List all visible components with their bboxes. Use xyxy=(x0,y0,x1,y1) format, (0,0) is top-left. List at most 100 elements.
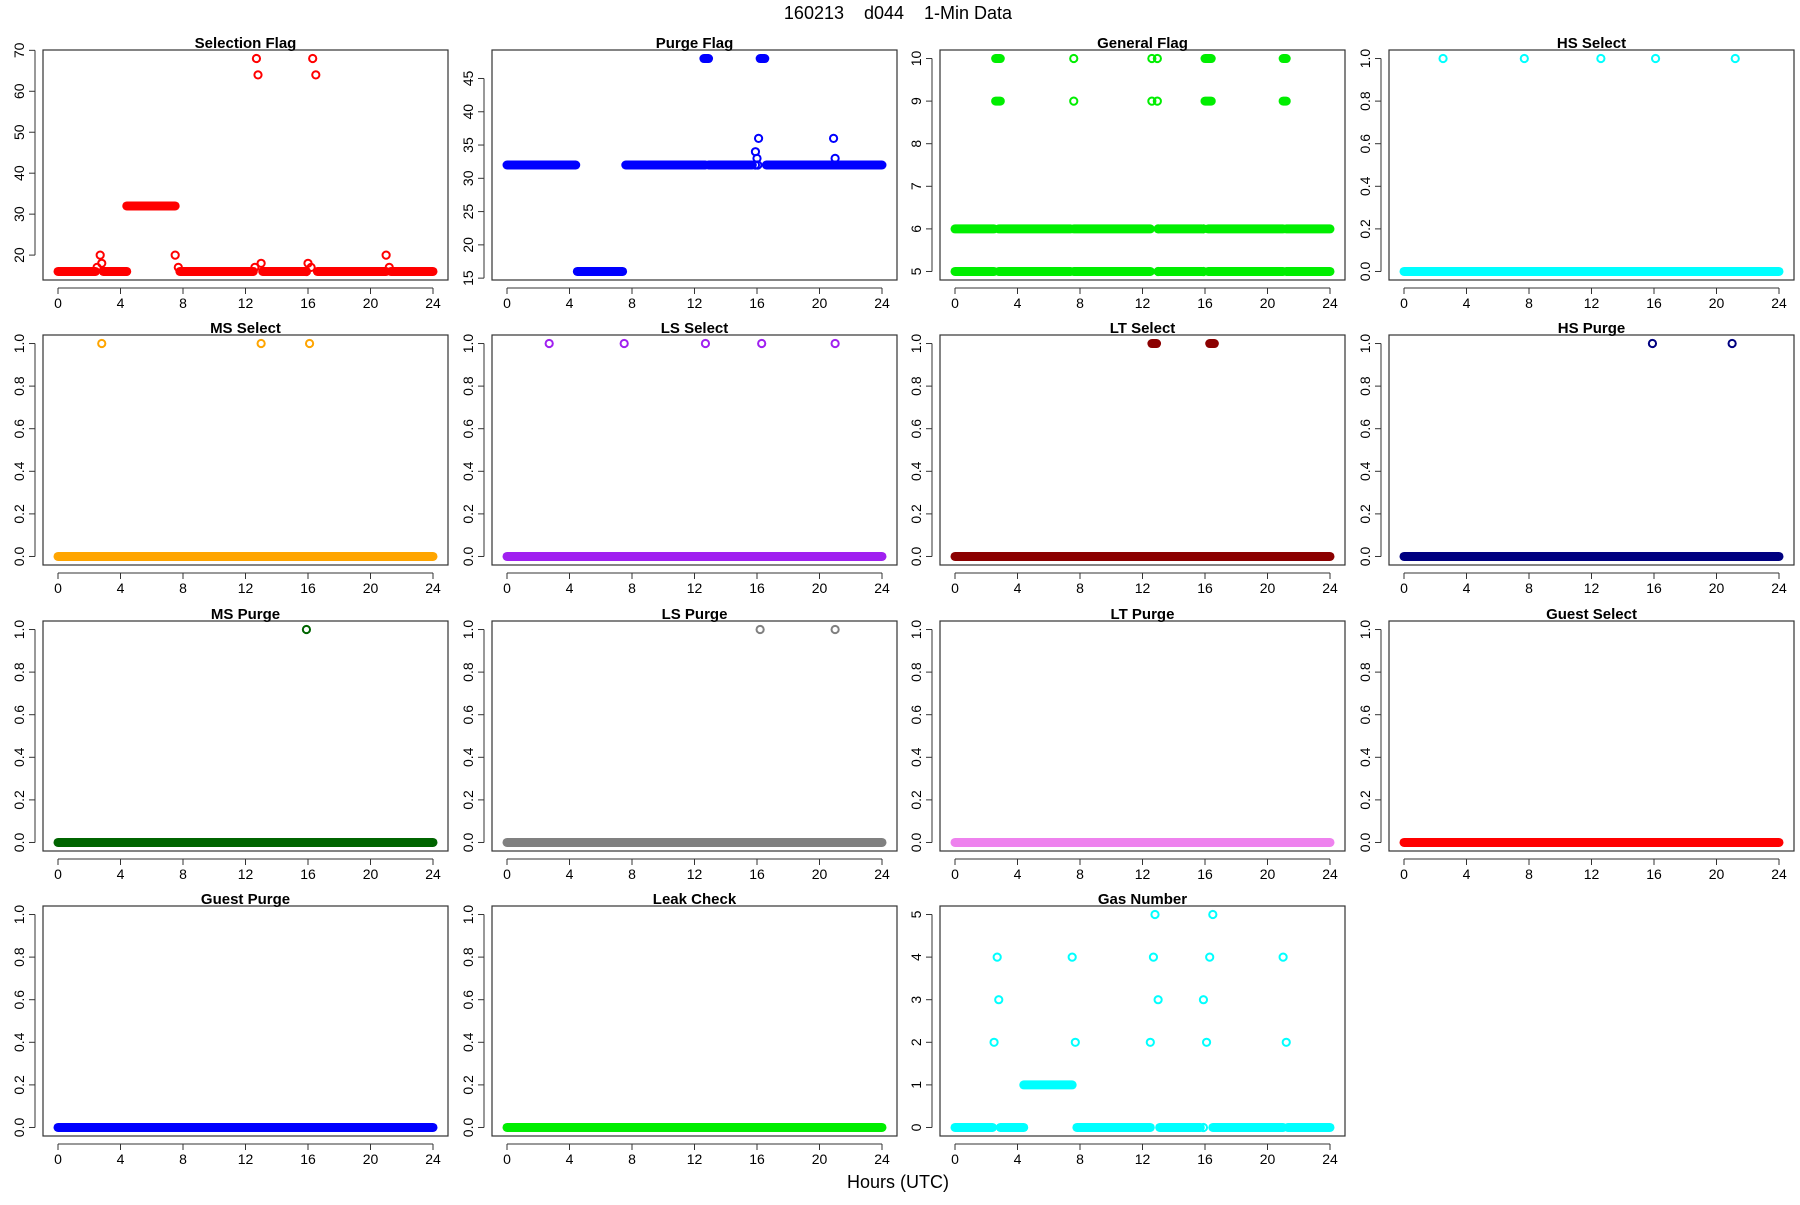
x-tick-label: 4 xyxy=(1014,295,1022,311)
x-tick-label: 20 xyxy=(1709,580,1725,596)
y-tick-label: 0.8 xyxy=(908,376,924,396)
data-layer xyxy=(1399,338,1784,561)
x-tick-label: 0 xyxy=(54,866,62,882)
x-tick-label: 8 xyxy=(179,1151,187,1167)
data-point xyxy=(1647,338,1658,349)
data-point xyxy=(1153,995,1163,1005)
x-tick-label: 20 xyxy=(812,866,828,882)
plot-frame xyxy=(491,49,898,281)
data-layer xyxy=(53,624,438,847)
x-tick-label: 20 xyxy=(812,295,828,311)
y-tick-label: 0.0 xyxy=(460,547,476,567)
plot-frame xyxy=(939,905,1346,1137)
data-point xyxy=(1145,1037,1155,1047)
y-tick-label: 0.6 xyxy=(460,419,476,439)
data-point xyxy=(95,250,105,260)
x-tick-label: 24 xyxy=(874,1151,890,1167)
data-point xyxy=(1727,338,1737,349)
y-tick-label: 0.2 xyxy=(460,790,476,810)
x-tick-label: 16 xyxy=(1197,580,1213,596)
y-tick-label: 0.2 xyxy=(11,790,27,810)
y-tick-label: 1.0 xyxy=(460,620,476,640)
x-tick-label: 0 xyxy=(54,580,62,596)
y-tick-label: 0.4 xyxy=(1357,461,1373,481)
plot-frame xyxy=(939,620,1346,852)
x-tick-label: 20 xyxy=(812,580,828,596)
x-tick-label: 16 xyxy=(300,866,316,882)
data-layer xyxy=(502,338,887,561)
data-layer xyxy=(1399,53,1784,276)
data-point xyxy=(989,1037,999,1047)
x-tick-label: 8 xyxy=(628,866,636,882)
panel-title: LT Purge xyxy=(1111,606,1175,623)
y-tick-label: 30 xyxy=(11,206,27,222)
data-point xyxy=(1198,1122,1209,1133)
data-point xyxy=(256,258,266,268)
x-tick-label: 4 xyxy=(1014,1151,1022,1167)
y-tick-label: 0.4 xyxy=(460,747,476,767)
x-tick-label: 0 xyxy=(503,580,511,596)
y-tick-label: 0.2 xyxy=(908,790,924,810)
y-tick-label: 0.0 xyxy=(460,833,476,853)
data-point xyxy=(1201,1037,1212,1047)
x-tick-label: 0 xyxy=(1400,580,1408,596)
y-tick-label: 1.0 xyxy=(1357,334,1373,354)
data-point xyxy=(1147,53,1157,64)
x-tick-label: 8 xyxy=(1076,295,1084,311)
data-point xyxy=(97,338,107,349)
x-tick-label: 4 xyxy=(1014,580,1022,596)
x-tick-label: 24 xyxy=(1322,866,1338,882)
x-tick-label: 0 xyxy=(503,1151,511,1167)
data-point xyxy=(830,153,840,163)
panel-ms-purge: MS Purge 0 4 8 12 16 20 24 0.0 0.2 0.4 0.6 0.8 1.0 xyxy=(11,606,449,882)
x-tick-label: 24 xyxy=(874,580,890,596)
y-tick-label: 0.8 xyxy=(1357,376,1373,396)
data-point xyxy=(384,262,394,272)
y-tick-label: 4 xyxy=(908,953,924,961)
plot-frame xyxy=(939,49,1346,281)
y-tick-label: 0.8 xyxy=(1357,91,1373,111)
x-tick-label: 20 xyxy=(363,295,379,311)
x-tick-label: 8 xyxy=(628,1151,636,1167)
y-tick-label: 0.6 xyxy=(1357,134,1373,154)
data-point xyxy=(994,995,1004,1005)
y-tick-label: 0.8 xyxy=(11,376,27,396)
x-tick-label: 8 xyxy=(1076,1151,1084,1167)
x-tick-label: 20 xyxy=(363,1151,379,1167)
plot-frame xyxy=(42,334,449,566)
data-point xyxy=(1153,224,1163,234)
data-point xyxy=(301,624,312,635)
data-point xyxy=(97,258,107,268)
data-point xyxy=(1147,96,1157,106)
data-point xyxy=(1148,952,1159,962)
x-tick-label: 12 xyxy=(1584,866,1600,882)
data-point xyxy=(251,53,262,64)
data-point xyxy=(992,952,1002,962)
panel-title: MS Purge xyxy=(211,606,280,623)
y-tick-label: 0.0 xyxy=(908,833,924,853)
y-tick-label: 0.4 xyxy=(1357,176,1373,196)
x-tick-label: 0 xyxy=(951,295,959,311)
panel-selection-flag: Selection Flag 0 4 8 12 16 20 24 20 30 40 50 60 70 xyxy=(11,35,449,311)
panel-title: LS Purge xyxy=(662,606,728,623)
x-tick-label: 16 xyxy=(749,580,765,596)
y-tick-label: 0.2 xyxy=(460,1075,476,1095)
y-tick-label: 25 xyxy=(460,204,476,220)
panel-title: LS Select xyxy=(661,320,729,337)
y-tick-label: 30 xyxy=(460,170,476,186)
panel-title: MS Select xyxy=(210,320,281,337)
x-tick-label: 20 xyxy=(1260,1151,1276,1167)
y-tick-label: 5 xyxy=(908,267,924,275)
data-point xyxy=(256,338,266,349)
panel-title: General Flag xyxy=(1097,35,1188,52)
data-point xyxy=(1198,224,1209,234)
y-tick-label: 0.4 xyxy=(11,461,27,481)
data-point xyxy=(544,338,554,349)
y-tick-label: 0.8 xyxy=(908,662,924,682)
y-tick-label: 0.0 xyxy=(11,1118,27,1138)
data-point xyxy=(170,250,180,260)
y-tick-label: 0.4 xyxy=(11,747,27,767)
data-point xyxy=(1650,53,1661,64)
panel-hs-select: HS Select 0 4 8 12 16 20 24 0.0 0.2 0.4 0.6 0.8 1.0 xyxy=(1357,35,1795,311)
